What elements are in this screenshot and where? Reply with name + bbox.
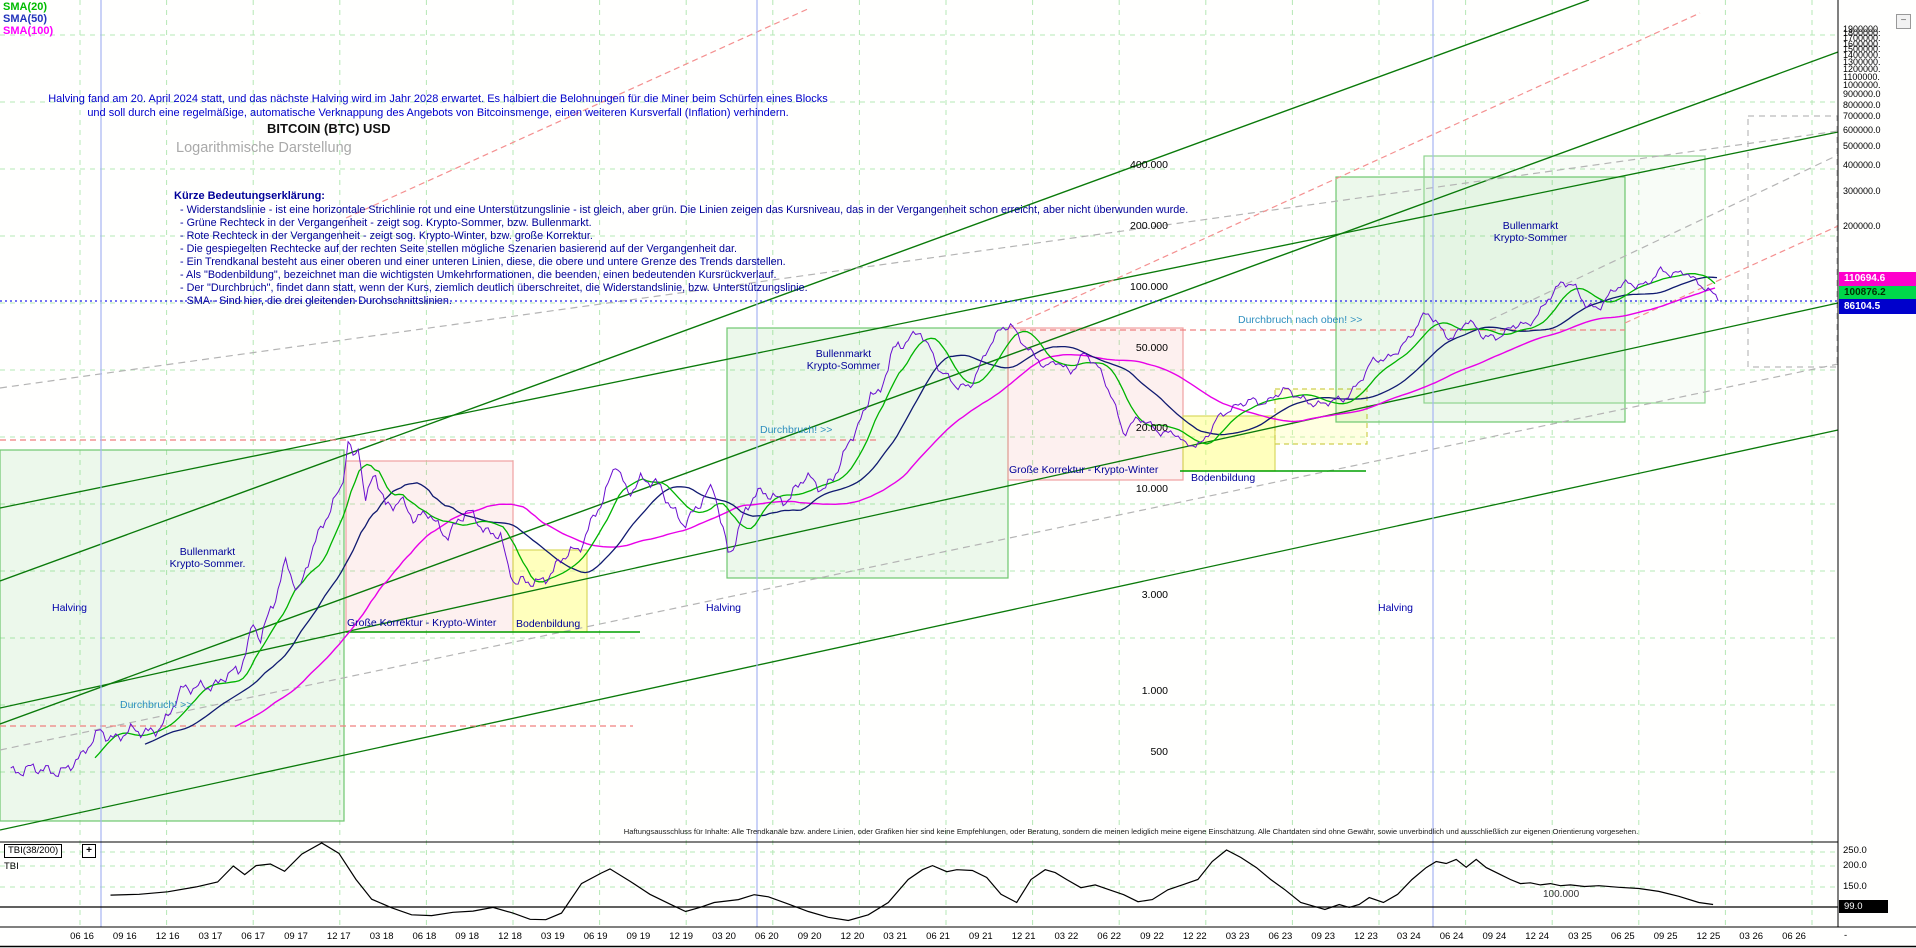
halving-note-line1: Halving fand am 20. April 2024 statt, un… (48, 93, 828, 105)
legend-sma100[interactable]: SMA(100) (3, 25, 54, 37)
x-axis-overflow-dash: - (1844, 930, 1848, 941)
halving-note: Halving fand am 20. April 2024 statt, un… (2, 92, 874, 120)
legend-sma50[interactable]: SMA(50) (3, 13, 48, 25)
page-subtitle: Logarithmische Darstellung (176, 140, 352, 156)
explanation-line: - Rote Rechteck in der Vergangenheit - z… (180, 230, 593, 242)
collapse-icon[interactable]: − (1896, 14, 1911, 29)
explanation-line: - Als "Bodenbildung", bezeichnet man die… (180, 269, 777, 281)
sma20-price-badge: 100876.2 (1839, 286, 1916, 299)
sma100-price-badge: 110694.6 (1839, 272, 1916, 286)
sma-legend: SMA(20) SMA(50) SMA(100) (3, 1, 53, 37)
disclaimer-text: Haftungsausschluss für Inhalte: Alle Tre… (623, 827, 1639, 836)
explanation-line: - Ein Trendkanal besteht aus einer obere… (180, 256, 786, 268)
last-price-badge: 86104.5 (1839, 299, 1916, 314)
explanation-line: - Die gespiegelten Rechtecke auf der rec… (180, 243, 737, 255)
page-title: BITCOIN (BTC) USD (267, 121, 391, 136)
explanation-heading: Kürze Bedeutungserklärung: (174, 190, 325, 202)
tbi-sublabel: TBI (4, 861, 19, 872)
legend-sma20[interactable]: SMA(20) (3, 1, 48, 13)
tbi-inner-value-label: 100.000 (1543, 889, 1580, 900)
explanation-line: - SMA - Sind hier, die drei gleitenden D… (180, 295, 452, 307)
explanation-line: - Widerstandslinie - ist eine horizontal… (180, 204, 1189, 216)
expand-icon[interactable]: + (82, 844, 96, 858)
explanation-line: - Der "Durchbruch", findet dann statt, w… (180, 282, 808, 294)
tbi-indicator-label[interactable]: TBI(38/200) (4, 844, 63, 858)
halving-note-line2: und soll durch eine regelmäßige, automat… (87, 107, 789, 119)
explanation-line: - Grüne Rechteck in der Vergangenheit - … (180, 217, 592, 229)
